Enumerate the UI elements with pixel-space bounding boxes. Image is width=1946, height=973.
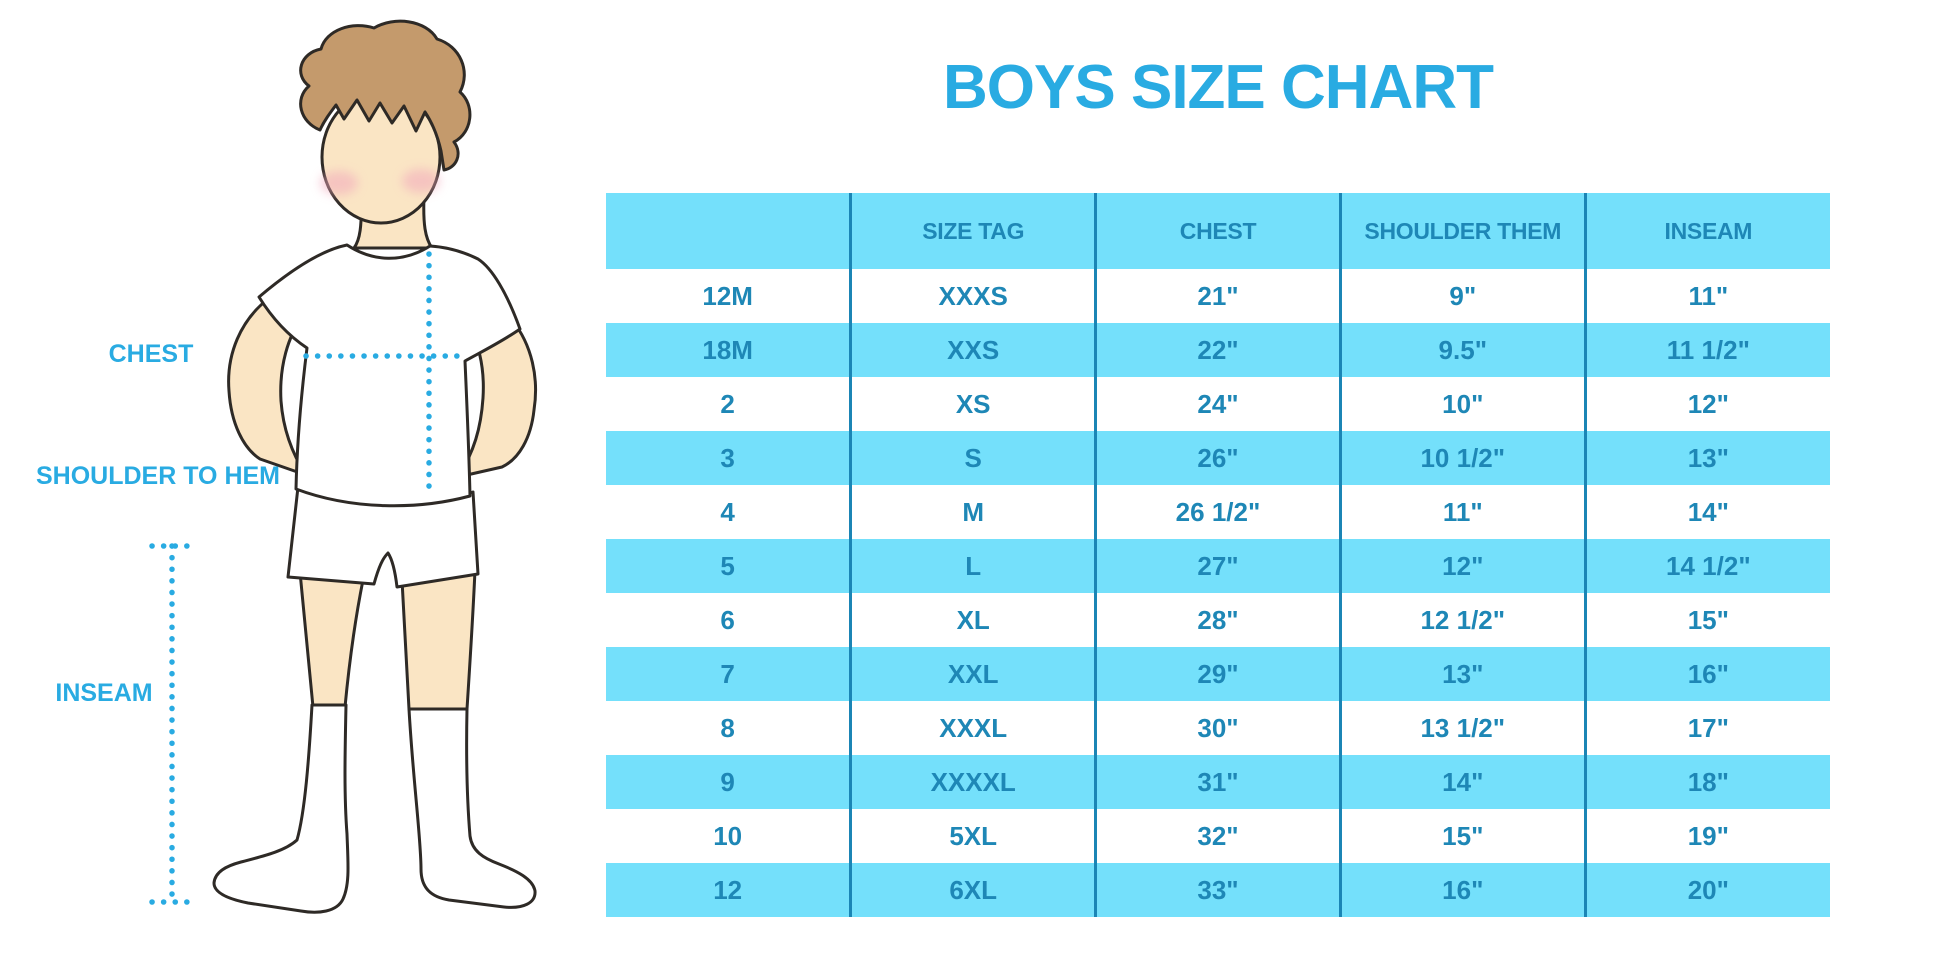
table-cell: 22" xyxy=(1094,323,1341,377)
table-cell: 3 xyxy=(606,431,851,485)
page-title: BOYS SIZE CHART xyxy=(943,53,1494,122)
left-sock xyxy=(212,703,350,914)
table-cell: 14" xyxy=(1583,485,1830,539)
table-cell: 13" xyxy=(1583,431,1830,485)
table-row: 12M XXXS 21" 9" 11" xyxy=(606,269,1830,323)
table-cell: 29" xyxy=(1094,647,1341,701)
column-header-cell: INSEAM xyxy=(1583,193,1830,269)
table-cell: 12" xyxy=(1583,377,1830,431)
table-cell: 6XL xyxy=(849,863,1096,917)
table-cell: 14" xyxy=(1338,755,1586,809)
column-header-cell xyxy=(606,193,851,269)
table-cell: XL xyxy=(849,593,1096,647)
table-cell: 19" xyxy=(1583,809,1830,863)
table-cell: 10 1/2" xyxy=(1338,431,1586,485)
table-cell: 20" xyxy=(1583,863,1830,917)
table-cell: 14 1/2" xyxy=(1583,539,1830,593)
table-cell: 5XL xyxy=(849,809,1096,863)
table-cell: 24" xyxy=(1094,377,1341,431)
shoulder-to-hem-label: SHOULDER TO HEM xyxy=(36,462,280,490)
left-blush xyxy=(320,171,358,195)
table-cell: 6 xyxy=(720,604,735,635)
table-cell: 26" xyxy=(1094,431,1341,485)
table-cell: 27" xyxy=(1094,539,1341,593)
table-body: 12M XXXS 21" 9" 11" 18M XXS 22" 9.5" 11 1/2" 2 XS 24… xyxy=(606,269,1830,917)
table-header-row: SIZE TAG CHEST SHOULDER THEM INSEAM xyxy=(606,193,1830,269)
table-cell: 9" xyxy=(1338,269,1586,323)
table-row: 8 XXXL 30" 13 1/2" 17" xyxy=(606,701,1830,755)
table-row: 7 XXL 29" 13" 16" xyxy=(606,647,1830,701)
table-cell: M xyxy=(849,485,1096,539)
table-cell: 9 xyxy=(606,755,851,809)
table-cell: 2 xyxy=(720,388,735,419)
right-thigh xyxy=(400,568,477,711)
table-cell: 31" xyxy=(1094,755,1341,809)
table-cell: 30" xyxy=(1094,701,1341,755)
table-cell: 18M xyxy=(606,323,851,377)
table-cell: 9.5" xyxy=(1338,323,1586,377)
column-header-cell: SIZE TAG xyxy=(849,193,1096,269)
table-cell: 26 1/2" xyxy=(1094,485,1341,539)
table-cell: 8 xyxy=(720,712,735,743)
table-header: SIZE TAG CHEST SHOULDER THEM INSEAM xyxy=(606,193,1830,269)
table-cell: S xyxy=(849,431,1096,485)
table-row: 3 S 26" 10 1/2" 13" xyxy=(606,431,1830,485)
table-cell: 15" xyxy=(1583,593,1830,647)
column-header-cell: SHOULDER THEM xyxy=(1338,193,1586,269)
table-cell: 11" xyxy=(1338,485,1586,539)
table-cell: 4 xyxy=(720,496,735,527)
table-row: 6 XL 28" 12 1/2" 15" xyxy=(606,593,1830,647)
table-row: 9 XXXXL 31" 14" 18" xyxy=(606,755,1830,809)
table-cell: XXXXL xyxy=(849,755,1096,809)
table-cell: XXS xyxy=(849,323,1096,377)
table-cell: XXXL xyxy=(849,701,1096,755)
left-arm xyxy=(227,297,308,477)
size-table: SIZE TAG CHEST SHOULDER THEM INSEAM 12M XXXS… xyxy=(606,193,1830,917)
table-cell: 12M xyxy=(702,280,753,311)
table-cell: XXL xyxy=(849,647,1096,701)
measurement-figure: CHEST SHOULDER TO HEM INSEAM xyxy=(0,0,560,973)
table-cell: 10" xyxy=(1338,377,1586,431)
inseam-label: INSEAM xyxy=(55,679,153,707)
table-cell: 10 xyxy=(713,820,743,851)
table-cell: 13" xyxy=(1338,647,1586,701)
column-header-cell: CHEST xyxy=(1094,193,1341,269)
table-row: 18M XXS 22" 9.5" 11 1/2" xyxy=(606,323,1830,377)
boy-illustration xyxy=(149,19,538,914)
table-cell: 15" xyxy=(1338,809,1586,863)
table-cell: 16" xyxy=(1338,863,1586,917)
right-sock xyxy=(407,707,537,909)
table-row: 2 XS 24" 10" 12" xyxy=(606,377,1830,431)
table-row: 4 M 26 1/2" 11" 14" xyxy=(606,485,1830,539)
table-cell: 12" xyxy=(1338,539,1586,593)
table-cell: 11 1/2" xyxy=(1583,323,1830,377)
table-cell: L xyxy=(849,539,1096,593)
right-blush xyxy=(402,169,440,193)
table-cell: 28" xyxy=(1094,593,1341,647)
table-row: 5 L 27" 12" 14 1/2" xyxy=(606,539,1830,593)
table-cell: 33" xyxy=(1094,863,1341,917)
table-cell: 12 xyxy=(606,863,851,917)
t-shirt xyxy=(257,243,522,508)
chest-label: CHEST xyxy=(108,340,194,368)
hair xyxy=(299,19,472,172)
table-cell: 32" xyxy=(1094,809,1341,863)
table-cell: 13 1/2" xyxy=(1338,701,1586,755)
table-cell: 11" xyxy=(1583,269,1830,323)
left-thigh xyxy=(298,570,365,709)
table-cell: XXXS xyxy=(849,269,1096,323)
table-cell: 7 xyxy=(606,647,851,701)
table-row: 12 6XL 33" 16" 20" xyxy=(606,863,1830,917)
table-cell: 5 xyxy=(606,539,851,593)
table-cell: XS xyxy=(849,377,1096,431)
table-cell: 12 1/2" xyxy=(1338,593,1586,647)
table-cell: 21" xyxy=(1094,269,1341,323)
table-cell: 16" xyxy=(1583,647,1830,701)
table-cell: 18" xyxy=(1583,755,1830,809)
table-cell: 17" xyxy=(1583,701,1830,755)
table-row: 10 5XL 32" 15" 19" xyxy=(606,809,1830,863)
